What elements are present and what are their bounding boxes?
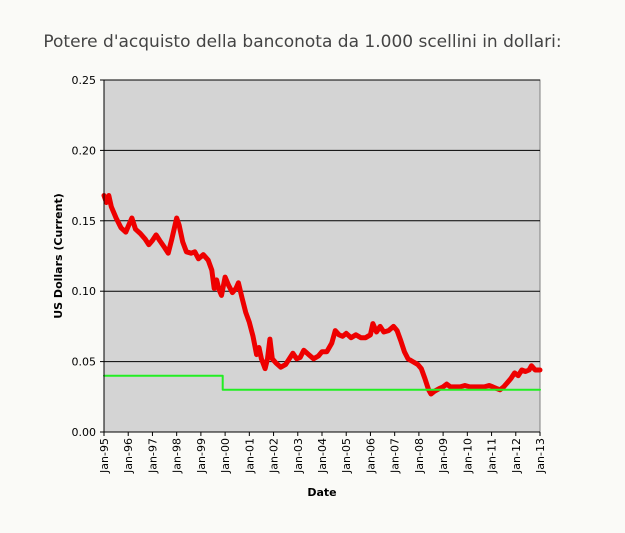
chart-title: Potere d'acquisto della banconota da 1.0… xyxy=(43,32,562,52)
x-tick-label: Jan-97 xyxy=(146,438,159,474)
x-tick-label: Jan-13 xyxy=(534,438,547,474)
plot-area xyxy=(103,79,541,433)
y-tick-label: 0.05 xyxy=(72,356,97,369)
x-tick-label: Jan-02 xyxy=(268,438,281,474)
x-tick-label: Jan-98 xyxy=(171,438,184,474)
x-tick-label: Jan-95 xyxy=(98,438,111,474)
x-axis-title: Date xyxy=(307,486,336,499)
series-layer xyxy=(101,193,543,397)
x-tick-label: Jan-01 xyxy=(243,438,256,474)
x-tick-label: Jan-11 xyxy=(486,438,499,474)
x-tick-label: Jan-05 xyxy=(340,438,353,474)
x-tick-label: Jan-07 xyxy=(389,438,402,474)
y-tick-label: 0.20 xyxy=(72,144,97,157)
y-tick-label: 0.25 xyxy=(72,74,97,87)
x-tick-label: Jan-03 xyxy=(292,438,305,474)
x-tick-label: Jan-06 xyxy=(364,438,377,474)
x-tick-label: Jan-09 xyxy=(437,438,450,474)
series-line-1 xyxy=(101,193,543,397)
x-axis-ticks: Jan-95 Jan-96 Jan-97 Jan-98 Jan-99 Jan-00 Jan-… xyxy=(98,431,547,474)
y-tick-label: 0.15 xyxy=(72,215,97,228)
x-tick-label: Jan-96 xyxy=(122,438,135,474)
y-axis-ticks: 0.00 0.05 0.10 0.15 0.20 0.25 xyxy=(72,74,105,439)
x-tick-label: Jan-08 xyxy=(413,438,426,474)
x-tick-label: Jan-99 xyxy=(195,438,208,474)
x-tick-label: Jan-00 xyxy=(219,438,232,474)
y-tick-label: 0.00 xyxy=(72,426,97,439)
x-tick-label: Jan-10 xyxy=(461,438,474,474)
series-line-2 xyxy=(103,374,541,391)
y-tick-label: 0.10 xyxy=(72,285,97,298)
x-tick-label: Jan-12 xyxy=(510,438,523,474)
x-tick-label: Jan-04 xyxy=(316,438,329,474)
gridlines xyxy=(104,79,540,363)
y-axis-title: US Dollars (Current) xyxy=(52,193,65,319)
